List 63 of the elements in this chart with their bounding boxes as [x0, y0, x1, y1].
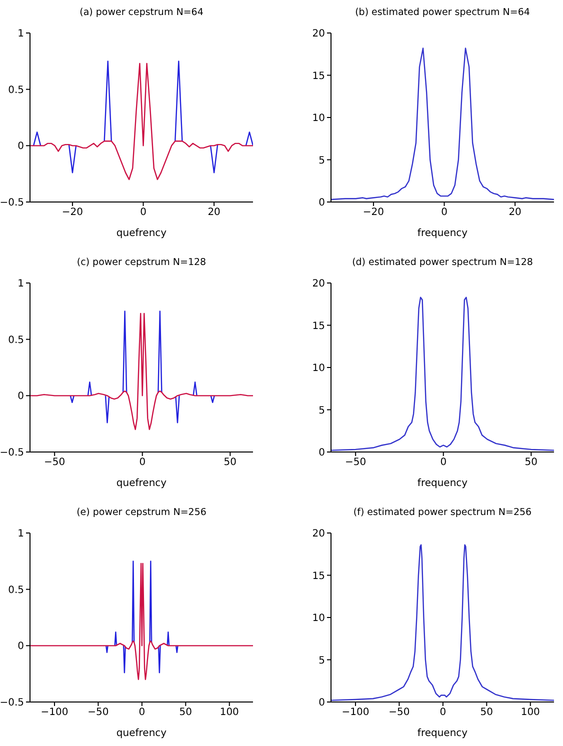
chart-title: (a) power cepstrum N=64 — [78, 6, 204, 20]
y-tick-label: 10 — [312, 113, 325, 124]
y-tick-label: 1 — [18, 528, 24, 540]
y-tick-label: 0 — [318, 198, 325, 209]
x-tick-label: 0 — [139, 457, 146, 468]
y-tick-label: 5 — [318, 155, 325, 166]
x-tick-label: 100 — [520, 707, 540, 718]
y-tick-label: 1 — [18, 28, 24, 40]
x-tick-label: 0 — [140, 207, 146, 218]
chart-title: (d) estimated power spectrum N=128 — [351, 256, 534, 270]
y-tick-label: 0 — [18, 641, 24, 652]
x-axis-title: frequency — [417, 228, 468, 239]
x-tick-label: −50 — [44, 457, 66, 468]
x-tick-label: 0 — [138, 707, 146, 718]
x-tick-label: −50 — [345, 457, 366, 468]
line-series — [30, 312, 253, 430]
y-tick-label: 0 — [318, 448, 325, 459]
y-tick-label: 20 — [312, 278, 325, 290]
y-tick-label: 20 — [312, 528, 325, 540]
y-tick-label: 15 — [312, 570, 325, 582]
y-tick-label: 0.5 — [8, 84, 24, 96]
x-tick-label: 100 — [220, 707, 239, 718]
y-tick-label: 0 — [318, 698, 325, 709]
y-tick-label: −0.5 — [0, 198, 24, 209]
y-tick-label: −0.5 — [0, 448, 24, 459]
y-tick-label: 0.5 — [8, 334, 24, 346]
y-tick-label: 0 — [18, 391, 24, 402]
x-tick-label: 0 — [441, 207, 448, 218]
x-axis-title: frequency — [417, 728, 468, 739]
chart-title: (b) estimated power spectrum N=64 — [354, 6, 531, 20]
x-tick-label: −20 — [62, 207, 84, 218]
y-tick-label: 20 — [312, 28, 325, 40]
y-tick-label: 0.5 — [8, 584, 24, 596]
x-tick-label: 20 — [208, 207, 220, 218]
chart-title: (f) estimated power spectrum N=256 — [352, 506, 533, 520]
x-tick-label: 50 — [179, 707, 192, 718]
x-tick-label: 0 — [440, 457, 447, 468]
x-tick-label: −100 — [40, 707, 68, 718]
chart-title: (e) power cepstrum N=256 — [76, 506, 208, 520]
x-axis-title: quefrency — [116, 728, 167, 739]
x-tick-label: 20 — [508, 207, 522, 218]
y-tick-label: 5 — [318, 655, 325, 666]
x-tick-label: 50 — [480, 707, 494, 718]
x-axis-title: quefrency — [116, 478, 167, 489]
x-tick-label: −50 — [88, 707, 109, 718]
y-tick-label: 15 — [312, 320, 325, 332]
x-axis-title: frequency — [417, 478, 468, 489]
y-tick-label: 5 — [318, 405, 325, 416]
x-tick-label: 50 — [524, 457, 538, 468]
y-tick-label: 0 — [18, 141, 24, 152]
x-axis-title: quefrency — [116, 228, 167, 239]
chart-title: (c) power cepstrum N=128 — [76, 256, 208, 270]
x-tick-label: −20 — [362, 207, 384, 218]
y-tick-label: −0.5 — [0, 698, 24, 709]
x-tick-label: 50 — [224, 457, 237, 468]
y-tick-label: 10 — [312, 363, 325, 374]
x-tick-label: −100 — [342, 707, 370, 718]
y-tick-label: 10 — [312, 613, 325, 624]
y-tick-label: 1 — [18, 278, 24, 290]
y-tick-label: 15 — [312, 70, 325, 82]
x-tick-label: 0 — [440, 707, 446, 718]
x-tick-label: −50 — [388, 707, 410, 718]
line-series — [30, 562, 253, 680]
